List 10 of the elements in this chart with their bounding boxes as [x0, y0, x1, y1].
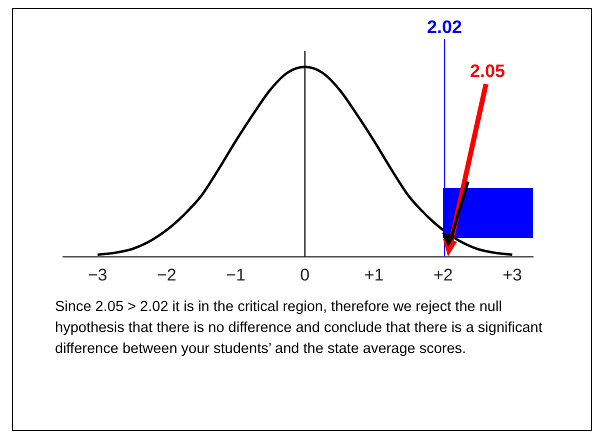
x-tick-label: −3 — [88, 265, 108, 284]
x-tick-label: −1 — [226, 265, 246, 284]
x-tick-label: +2 — [433, 265, 453, 284]
text: Since 2.05 > 2.02 it is in the critical region, therefore we reject the null hypothesis that there is no difference and conclude that there is a significant difference between your students’ and the state average scores. — [55, 298, 544, 359]
annotation: 2.05 — [470, 61, 506, 81]
x-tick-label: 0 — [300, 265, 310, 284]
x-tick-label: +3 — [502, 265, 522, 284]
x-tick-label: −2 — [156, 265, 176, 284]
ref-line-label: 2.02 — [427, 17, 462, 37]
x-tick-label: +1 — [364, 265, 384, 284]
